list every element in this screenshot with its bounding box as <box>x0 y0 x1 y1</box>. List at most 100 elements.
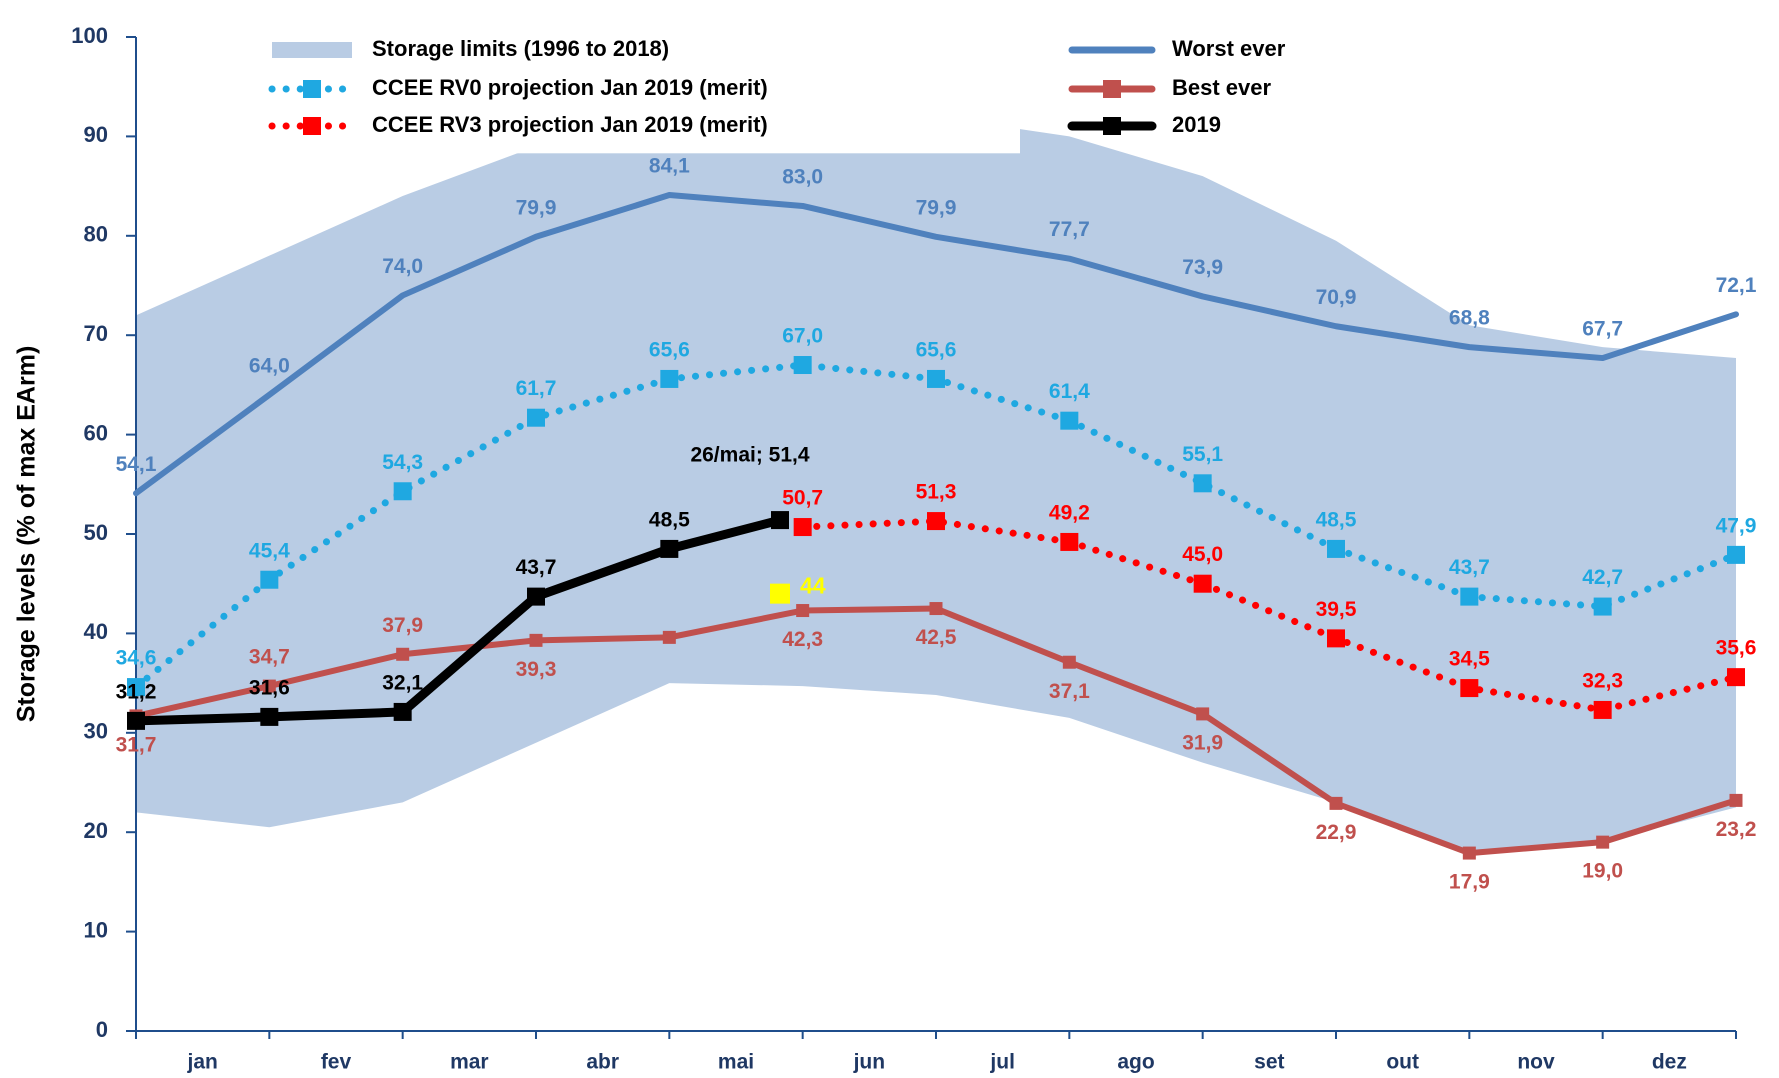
data-label: 64,0 <box>249 354 290 377</box>
point-marker <box>1060 411 1079 430</box>
data-label: 19,0 <box>1582 860 1623 883</box>
data-label: 34,5 <box>1449 648 1490 671</box>
point-marker <box>929 602 943 616</box>
data-label: 55,1 <box>1182 443 1223 466</box>
data-label: 65,6 <box>916 338 957 361</box>
data-label: 70,9 <box>1316 286 1357 309</box>
data-label: 39,3 <box>516 658 557 681</box>
point-marker <box>660 369 679 388</box>
legend-marker <box>303 117 321 135</box>
legend-label: 2019 <box>1172 112 1221 137</box>
data-label: 67,0 <box>782 325 823 348</box>
point-marker <box>1193 574 1212 593</box>
data-label: 73,9 <box>1182 256 1223 279</box>
data-label: 34,7 <box>249 646 290 669</box>
data-label: 61,4 <box>1049 380 1090 403</box>
point-marker <box>1060 532 1079 551</box>
y-tick-label: 60 <box>84 420 108 445</box>
y-tick-label: 20 <box>84 818 108 843</box>
point-marker <box>660 539 679 558</box>
point-marker <box>1327 539 1345 558</box>
data-label: 51,3 <box>916 481 957 504</box>
point-marker <box>1329 796 1343 810</box>
point-marker <box>1062 655 1076 669</box>
legend-label: Storage limits (1996 to 2018) <box>372 36 669 61</box>
data-label: 68,8 <box>1449 307 1490 330</box>
x-tick-label: set <box>1254 1051 1284 1074</box>
series-line <box>133 192 1739 497</box>
x-tick-label: fev <box>321 1051 352 1074</box>
point-marker <box>1729 793 1743 807</box>
data-label: 42,3 <box>782 628 823 651</box>
x-tick-label: mai <box>718 1051 754 1074</box>
data-label: 45,4 <box>249 539 290 562</box>
data-label: 47,9 <box>1716 514 1757 537</box>
x-tick-label: out <box>1386 1051 1419 1074</box>
point-marker <box>793 356 812 375</box>
point-marker <box>527 587 545 606</box>
storage-band <box>136 106 1736 853</box>
y-tick-label: 70 <box>84 321 108 346</box>
data-label: 31,9 <box>1182 731 1223 754</box>
point-marker <box>1596 835 1610 849</box>
data-label: 26/mai; 51,4 <box>690 444 809 467</box>
legend-marker <box>303 80 321 98</box>
y-tick-label: 40 <box>84 619 108 644</box>
data-label: 79,9 <box>516 196 557 219</box>
legend-label: Worst ever <box>1172 36 1286 61</box>
point-marker <box>927 512 945 531</box>
data-label: 48,5 <box>649 508 690 531</box>
data-label: 32,1 <box>382 671 423 694</box>
y-axis-label: Storage levels (% of max EArm) <box>13 346 41 723</box>
point-marker <box>771 511 789 530</box>
point-marker <box>260 707 279 726</box>
point-marker <box>393 702 412 721</box>
data-label: 34,6 <box>116 647 157 670</box>
marker-label: 44 <box>800 573 826 599</box>
data-label: 43,7 <box>1449 556 1490 579</box>
point-marker <box>1727 545 1745 564</box>
point-marker <box>127 711 145 730</box>
x-tick-label: jan <box>186 1051 217 1074</box>
data-label: 43,7 <box>516 556 557 579</box>
data-label: 65,6 <box>649 338 690 361</box>
point-marker <box>1593 700 1612 719</box>
data-label: 45,0 <box>1182 543 1223 566</box>
data-label: 17,9 <box>1449 871 1490 894</box>
x-tick-label: ago <box>1117 1051 1154 1074</box>
point-marker <box>393 482 412 501</box>
data-label: 37,1 <box>1049 680 1090 703</box>
data-label: 84,1 <box>649 155 690 178</box>
data-label: 42,7 <box>1582 566 1623 589</box>
x-tick-label: abr <box>586 1051 619 1074</box>
data-label: 22,9 <box>1316 821 1357 844</box>
point-marker <box>1593 597 1612 616</box>
point-marker <box>662 630 676 644</box>
data-label: 37,9 <box>382 614 423 637</box>
data-label: 61,7 <box>516 377 557 400</box>
data-label: 32,3 <box>1582 669 1623 692</box>
data-label: 83,0 <box>782 166 823 189</box>
point-marker <box>127 678 145 697</box>
series-line <box>799 517 1740 714</box>
y-tick-label: 10 <box>84 917 108 942</box>
y-tick-label: 90 <box>84 122 108 147</box>
y-tick-label: 0 <box>96 1017 108 1042</box>
point-marker <box>262 679 276 693</box>
legend-label: Best ever <box>1172 75 1272 100</box>
x-tick-label: mar <box>450 1051 489 1074</box>
data-label: 31,7 <box>116 733 157 756</box>
data-label: 23,2 <box>1716 818 1757 841</box>
point-marker <box>1727 668 1745 687</box>
data-label: 54,3 <box>382 451 423 474</box>
point-marker <box>793 518 812 537</box>
series-line <box>131 515 785 726</box>
data-label: 35,6 <box>1716 637 1757 660</box>
point-marker <box>1460 679 1479 698</box>
point-marker <box>796 604 810 618</box>
point-marker <box>1193 474 1212 493</box>
data-label: 31,2 <box>116 680 157 703</box>
y-tick-label: 50 <box>84 520 108 545</box>
point-marker <box>1196 707 1210 721</box>
